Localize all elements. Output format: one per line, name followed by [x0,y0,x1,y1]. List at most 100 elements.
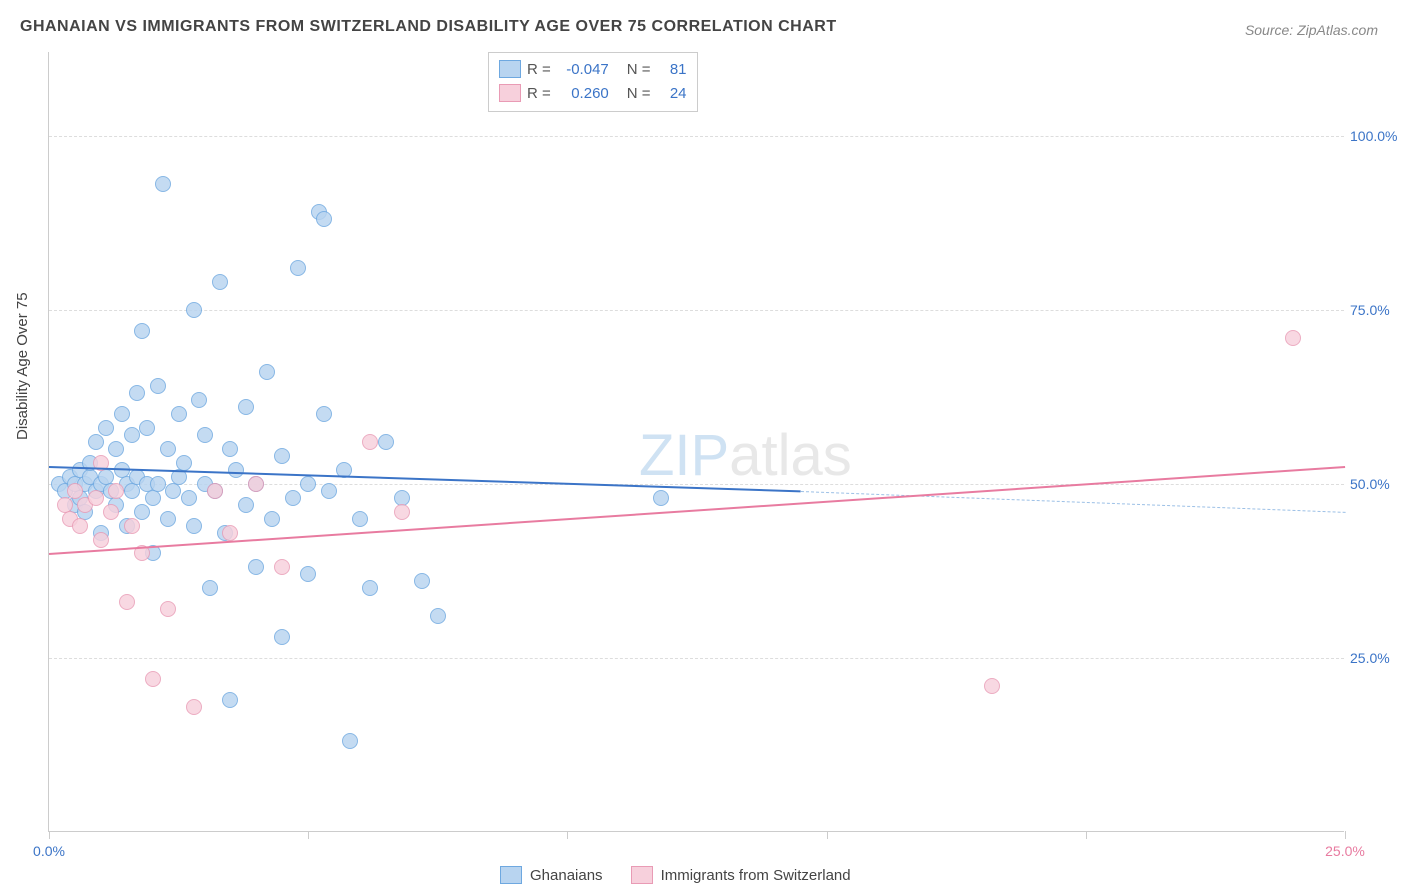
data-point [290,260,306,276]
series-legend: Ghanaians Immigrants from Switzerland [500,866,851,884]
data-point [394,504,410,520]
legend-item: Ghanaians [500,866,603,884]
y-axis-label: Disability Age Over 75 [14,292,31,440]
correlation-legend: R = -0.047 N = 81 R = 0.260 N = 24 [488,52,698,112]
legend-row: R = -0.047 N = 81 [499,57,687,81]
data-point [207,483,223,499]
data-point [114,406,130,422]
data-point [1285,330,1301,346]
data-point [430,608,446,624]
data-point [264,511,280,527]
data-point [165,483,181,499]
x-tick-label: 25.0% [1325,843,1365,859]
data-point [124,518,140,534]
x-tick [1345,831,1346,839]
watermark-zip: ZIP [639,423,729,488]
data-point [222,692,238,708]
n-label: N = [627,61,651,78]
scatter-chart: ZIPatlas 25.0%50.0%75.0%100.0%0.0%25.0% [48,52,1344,832]
data-point [222,525,238,541]
data-point [67,483,83,499]
data-point [300,566,316,582]
n-value: 81 [657,61,687,78]
gridline [49,136,1344,137]
data-point [134,504,150,520]
data-point [150,378,166,394]
data-point [171,406,187,422]
data-point [362,580,378,596]
data-point [88,434,104,450]
data-point [134,323,150,339]
data-point [139,420,155,436]
data-point [186,699,202,715]
x-tick [567,831,568,839]
y-tick-label: 75.0% [1350,302,1402,318]
watermark-atlas: atlas [729,423,852,488]
data-point [352,511,368,527]
data-point [222,441,238,457]
n-value: 24 [657,85,687,102]
legend-label: Ghanaians [530,867,603,884]
data-point [248,559,264,575]
y-tick-label: 100.0% [1350,128,1402,144]
x-tick [308,831,309,839]
data-point [342,733,358,749]
data-point [202,580,218,596]
data-point [145,490,161,506]
legend-label: Immigrants from Switzerland [661,867,851,884]
r-label: R = [527,61,551,78]
data-point [98,420,114,436]
legend-swatch [631,866,653,884]
r-value: 0.260 [557,85,609,102]
data-point [124,427,140,443]
data-point [160,441,176,457]
data-point [238,399,254,415]
data-point [228,462,244,478]
data-point [186,518,202,534]
data-point [321,483,337,499]
data-point [129,385,145,401]
legend-swatch [499,60,521,78]
data-point [259,364,275,380]
data-point [378,434,394,450]
data-point [414,573,430,589]
legend-swatch [499,84,521,102]
data-point [181,490,197,506]
data-point [274,559,290,575]
data-point [72,518,88,534]
r-value: -0.047 [557,61,609,78]
legend-item: Immigrants from Switzerland [631,866,851,884]
data-point [362,434,378,450]
legend-row: R = 0.260 N = 24 [499,81,687,105]
r-label: R = [527,85,551,102]
x-tick-label: 0.0% [33,843,65,859]
data-point [119,594,135,610]
data-point [103,504,119,520]
chart-title: GHANAIAN VS IMMIGRANTS FROM SWITZERLAND … [20,18,837,36]
data-point [212,274,228,290]
data-point [160,511,176,527]
data-point [191,392,207,408]
data-point [274,448,290,464]
data-point [316,406,332,422]
data-point [248,476,264,492]
gridline [49,310,1344,311]
n-label: N = [627,85,651,102]
data-point [984,678,1000,694]
data-point [145,671,161,687]
data-point [93,532,109,548]
data-point [108,441,124,457]
x-tick [827,831,828,839]
data-point [653,490,669,506]
data-point [186,302,202,318]
data-point [160,601,176,617]
data-point [285,490,301,506]
data-point [274,629,290,645]
data-point [238,497,254,513]
x-tick [49,831,50,839]
data-point [197,427,213,443]
data-point [88,490,104,506]
legend-swatch [500,866,522,884]
data-point [316,211,332,227]
data-point [176,455,192,471]
